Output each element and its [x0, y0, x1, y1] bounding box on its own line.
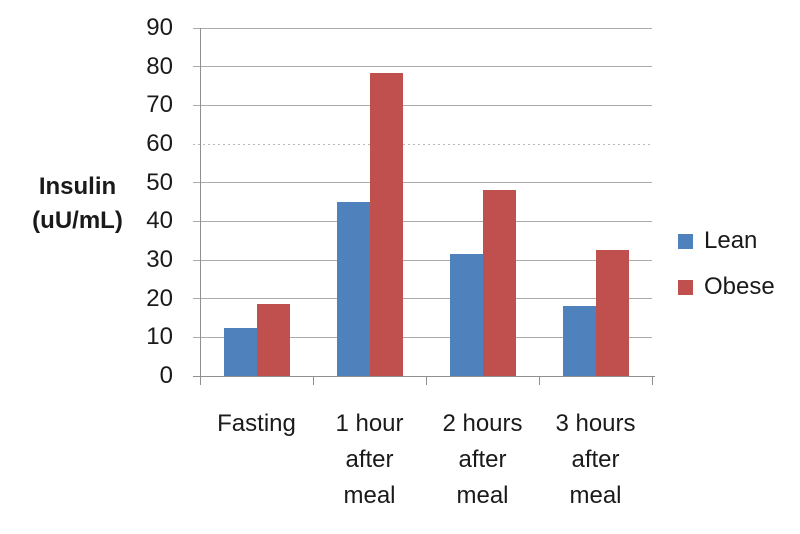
x-category-label-2-line-2: after	[345, 446, 394, 473]
legend-item-obese: Obese	[678, 272, 775, 302]
legend-swatch-obese-icon	[678, 279, 693, 295]
x-tick-mark-2	[426, 376, 427, 385]
legend-label-obese: Obese	[704, 273, 775, 300]
bar-lean-1	[223, 328, 257, 376]
y-axis-line	[200, 28, 201, 376]
y-tick-label-0: 0	[159, 362, 173, 389]
bar-lean-3	[449, 254, 483, 376]
bar-obese-4	[595, 250, 629, 376]
x-tick-mark-3	[539, 376, 540, 385]
y-tick-label-50: 50	[146, 168, 173, 196]
legend-label-lean: Lean	[704, 227, 758, 254]
y-tick-label-30: 30	[146, 246, 173, 273]
x-category-label-3-line-2: after	[458, 446, 507, 473]
x-category-label-1-line-1: Fasting	[217, 410, 296, 437]
bar-obese-1	[256, 304, 290, 376]
y-tick-label-70: 70	[146, 91, 173, 119]
y-tick-label-60: 60	[146, 130, 173, 157]
y-axis-title-line2: (uU/mL)	[32, 207, 123, 234]
gridline-50	[193, 182, 652, 184]
gridline-10	[193, 336, 652, 338]
gridline-40	[193, 220, 652, 222]
x-category-label-2: 1 hour after meal	[301, 406, 438, 514]
legend: Lean Obese	[678, 226, 775, 318]
y-tick-label-40: 40	[146, 207, 173, 235]
bar-lean-4	[562, 306, 596, 376]
bar-obese-3	[482, 190, 516, 376]
x-tick-mark-1	[313, 376, 314, 385]
x-category-label-2-line-3: meal	[343, 482, 396, 509]
y-axis-title-line1: Insulin	[38, 173, 117, 200]
x-category-label-1: Fasting	[188, 406, 325, 442]
legend-item-lean: Lean	[678, 226, 775, 256]
y-tick-label-80: 80	[146, 52, 173, 80]
x-axis-line	[193, 376, 655, 377]
bar-lean-2	[336, 202, 370, 376]
gridline-70	[193, 104, 652, 106]
gridline-20	[193, 298, 652, 300]
gridline-80	[193, 66, 652, 68]
x-category-label-4-line-2: after	[571, 446, 620, 473]
x-category-label-3-line-1: 2 hours	[442, 410, 523, 437]
x-category-label-2-line-1: 1 hour	[335, 410, 404, 437]
y-tick-label-10: 10	[146, 323, 173, 351]
x-category-label-4-line-1: 3 hours	[555, 410, 636, 437]
y-axis-title: Insulin (uU/mL)	[10, 170, 145, 238]
x-category-label-3-line-3: meal	[456, 482, 509, 509]
x-category-label-4-line-3: meal	[569, 482, 622, 509]
gridline-90	[193, 27, 652, 29]
x-tick-mark-4	[652, 376, 653, 385]
gridline-60	[193, 143, 652, 145]
x-category-label-3: 2 hours after meal	[414, 406, 551, 514]
bar-obese-2	[369, 72, 403, 376]
legend-swatch-lean-icon	[678, 233, 693, 249]
y-tick-label-20: 20	[146, 284, 173, 312]
x-category-label-4: 3 hours after meal	[527, 406, 664, 514]
y-tick-label-90: 90	[146, 14, 173, 41]
gridline-30	[193, 259, 652, 261]
x-tick-mark-0	[200, 376, 201, 385]
